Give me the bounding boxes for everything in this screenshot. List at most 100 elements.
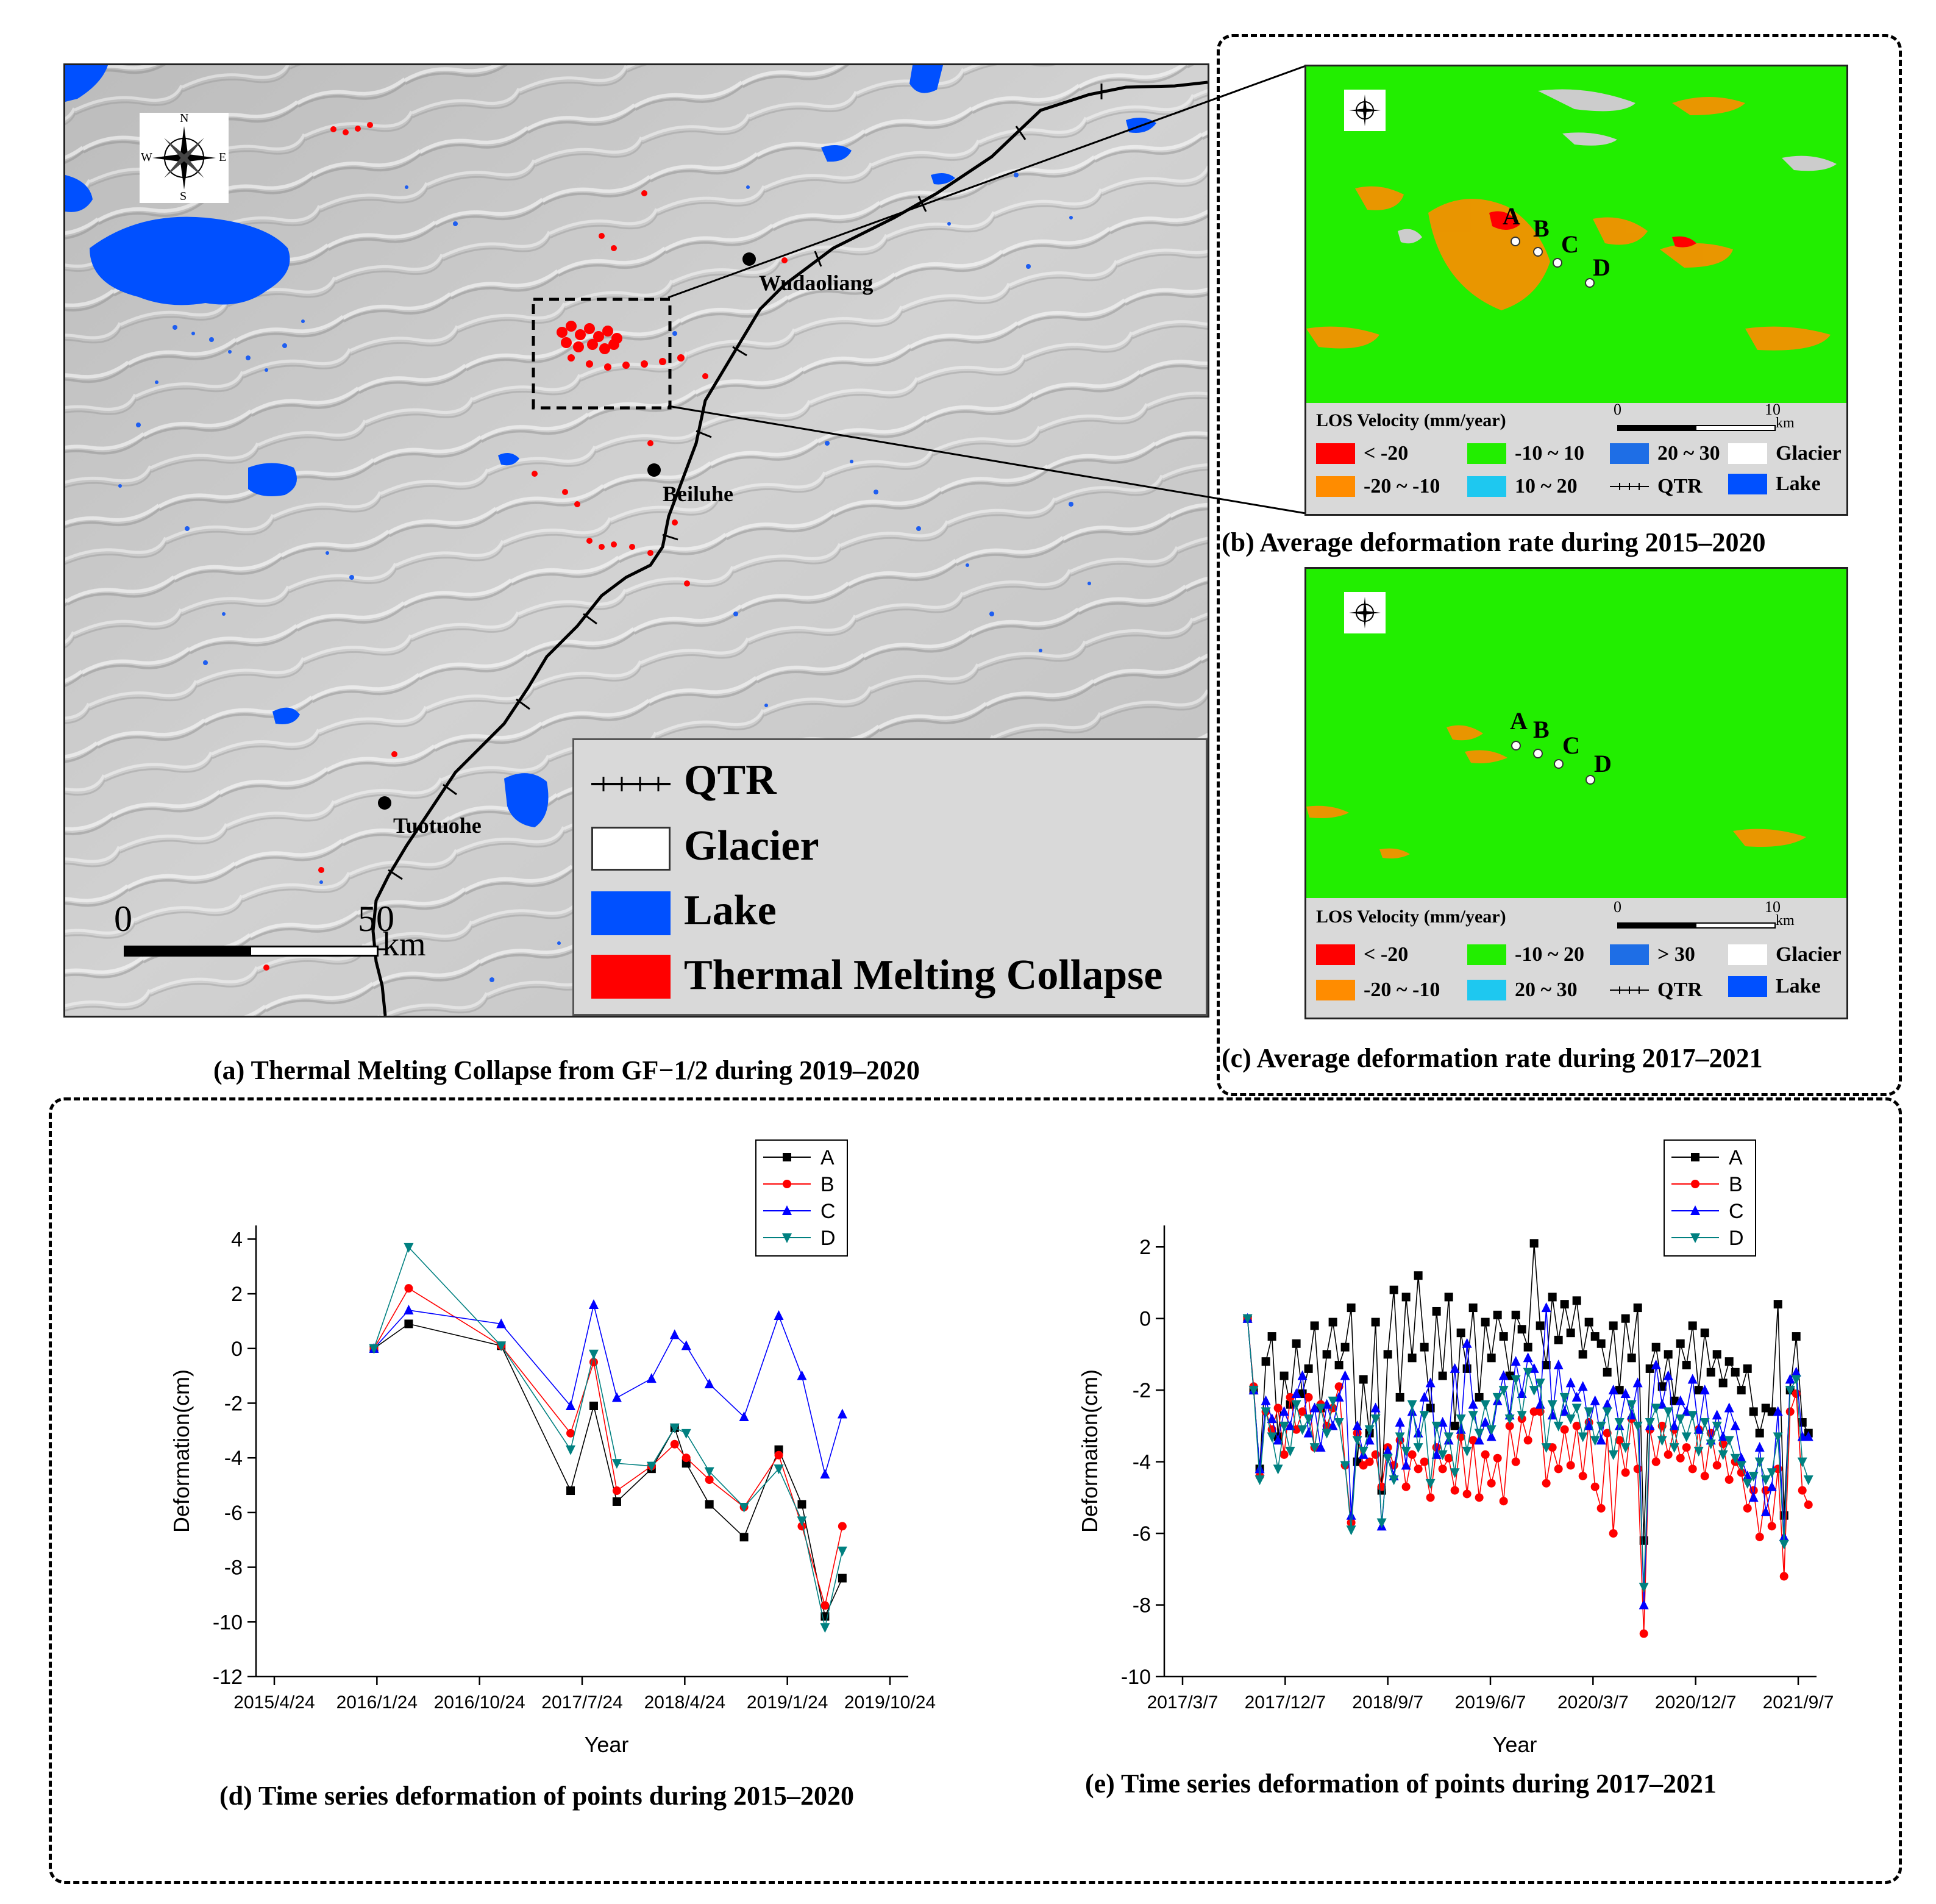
chart-e-point-D-65 [1639, 1583, 1649, 1593]
chart-e-point-B-29 [1420, 1457, 1429, 1466]
chart-e-point-A-37 [1468, 1303, 1478, 1313]
chart-d-series-D-line [373, 1246, 843, 1628]
panel-b-caption: (b) Average deformation rate during 2015… [1222, 527, 1766, 557]
chart-e-point-A-34 [1450, 1421, 1459, 1430]
chart-e-point-D-15 [1334, 1418, 1344, 1428]
chart-d-point-D-2 [496, 1341, 507, 1352]
chart-d-y-tick-label-6: -8 [224, 1556, 243, 1580]
chart-e-point-A-90 [1792, 1332, 1801, 1341]
chart-e-point-C-78 [1718, 1431, 1728, 1441]
chart-e-point-A-46 [1523, 1342, 1532, 1352]
chart-e-point-D-8 [1291, 1400, 1301, 1410]
chart-e-point-C-75 [1699, 1385, 1710, 1395]
legend-c-swatch-3 [1467, 944, 1506, 965]
chart-e-point-D-73 [1687, 1411, 1698, 1421]
scale-a-zero: 0 [114, 899, 132, 939]
chart-e-point-B-58 [1596, 1503, 1606, 1513]
chart-e-point-A-79 [1724, 1357, 1734, 1366]
chart-e-point-A-69 [1664, 1350, 1673, 1359]
chart-e-series-A-markers [1243, 1239, 1813, 1545]
scale-b-bar [1617, 425, 1776, 431]
chart-e-point-B-54 [1572, 1421, 1581, 1430]
chart-e-point-D-60 [1608, 1450, 1618, 1460]
chart-e-point-B-20 [1365, 1457, 1374, 1466]
chart-e-point-C-27 [1407, 1406, 1417, 1416]
chart-e-point-D-22 [1376, 1518, 1387, 1528]
chart-e-point-B-62 [1621, 1468, 1630, 1477]
chart-e-point-D-54 [1571, 1403, 1582, 1414]
deformation-map-b [1306, 66, 1846, 403]
chart-e-point-C-37 [1468, 1399, 1478, 1409]
chart-e-point-D-74 [1693, 1447, 1704, 1457]
chart-d-point-A-10 [739, 1533, 749, 1542]
chart-e-point-B-39 [1481, 1450, 1490, 1459]
chart-e-x-tick-label-0: 2017/3/7 [1147, 1692, 1219, 1713]
chart-e-point-B-82 [1743, 1503, 1752, 1513]
compass-icon [152, 126, 216, 190]
chart-e-point-D-38 [1474, 1428, 1484, 1439]
chart-e-point-A-59 [1603, 1367, 1612, 1377]
panel-b-compass [1344, 90, 1386, 131]
chart-d-point-D-10 [739, 1502, 749, 1513]
legend-b-qtr-symbol [1610, 483, 1649, 490]
legend-qtr-symbol [591, 777, 671, 791]
chart-e-point-B-34 [1450, 1486, 1459, 1495]
chart-e-point-A-53 [1566, 1328, 1575, 1338]
chart-e-point-C-65 [1639, 1599, 1649, 1610]
chart-e-point-D-16 [1340, 1461, 1350, 1471]
chart-e-point-C-30 [1425, 1377, 1436, 1388]
chart-e-point-A-41 [1493, 1310, 1502, 1319]
chart-e-point-C-29 [1419, 1391, 1429, 1402]
chart-d-point-B-5 [612, 1486, 621, 1496]
chart-d-point-B-7 [670, 1439, 679, 1449]
chart-e-point-C-73 [1687, 1374, 1698, 1384]
legend-b-swatch-4 [1467, 476, 1506, 497]
legend-b-label-2: -20 ~ -10 [1364, 475, 1440, 497]
chart-e-y-tick-label-3: -4 [1133, 1451, 1151, 1474]
chart-d-point-C-3 [566, 1400, 576, 1410]
chart-e-point-B-6 [1279, 1450, 1289, 1459]
chart-e-point-C-9 [1297, 1370, 1308, 1380]
chart-e-point-C-47 [1529, 1363, 1539, 1373]
chart-e-point-A-78 [1718, 1378, 1728, 1388]
chart-e-point-C-26 [1401, 1460, 1411, 1470]
chart-e-legend-label-C: C [1729, 1200, 1744, 1223]
chart-e-point-D-31 [1431, 1421, 1442, 1432]
chart-e-point-B-10 [1304, 1392, 1313, 1402]
chart-e-point-C-31 [1431, 1449, 1442, 1459]
compass-icon [1349, 597, 1381, 629]
chart-e-series-C-markers [1242, 1302, 1813, 1610]
chart-e-point-B-49 [1542, 1478, 1551, 1488]
chart-e-point-A-40 [1487, 1353, 1496, 1363]
chart-e-point-D-41 [1492, 1392, 1503, 1403]
tuotuohe-station [378, 796, 391, 810]
chart-e-point-C-54 [1571, 1391, 1582, 1402]
chart-d-y-tick-label-8: -12 [213, 1666, 243, 1689]
chart-d-x-tick-label-2: 2016/10/24 [434, 1692, 525, 1713]
chart-d-legend-marker-A [783, 1153, 791, 1161]
chart-e-point-A-42 [1499, 1332, 1508, 1341]
chart-d-point-C-7 [669, 1329, 680, 1339]
chart-e-point-D-34 [1450, 1468, 1460, 1478]
legend-c-label-4: 20 ~ 30 [1515, 979, 1578, 1001]
chart-e-point-B-5 [1273, 1403, 1283, 1413]
chart-e-legend-marker-B [1691, 1180, 1699, 1188]
chart-e-point-A-44 [1511, 1310, 1520, 1319]
chart-e-y-tick-label-4: -6 [1133, 1522, 1151, 1546]
chart-e-point-A-56 [1584, 1317, 1593, 1327]
chart-e-point-A-61 [1615, 1386, 1624, 1395]
chart-e-point-C-55 [1578, 1381, 1588, 1391]
chart-d-y-tick-label-7: -10 [213, 1611, 243, 1634]
chart-e-point-D-69 [1663, 1407, 1673, 1417]
legend-b-label-3: -10 ~ 10 [1515, 442, 1585, 465]
chart-e-point-C-59 [1602, 1399, 1612, 1409]
chart-e-point-D-57 [1590, 1436, 1600, 1446]
chart-d-x-tick-label-3: 2017/7/24 [541, 1692, 622, 1713]
chart-e-x-tick-label-5: 2020/12/7 [1655, 1692, 1736, 1713]
chart-e-point-A-76 [1706, 1367, 1715, 1377]
chart-e-point-B-90 [1792, 1389, 1801, 1399]
chart-e-legend-label-A: A [1729, 1146, 1743, 1169]
chart-e-legend-marker-C [1690, 1205, 1700, 1215]
compass-s: S [180, 190, 187, 203]
collapse-points [263, 122, 788, 971]
